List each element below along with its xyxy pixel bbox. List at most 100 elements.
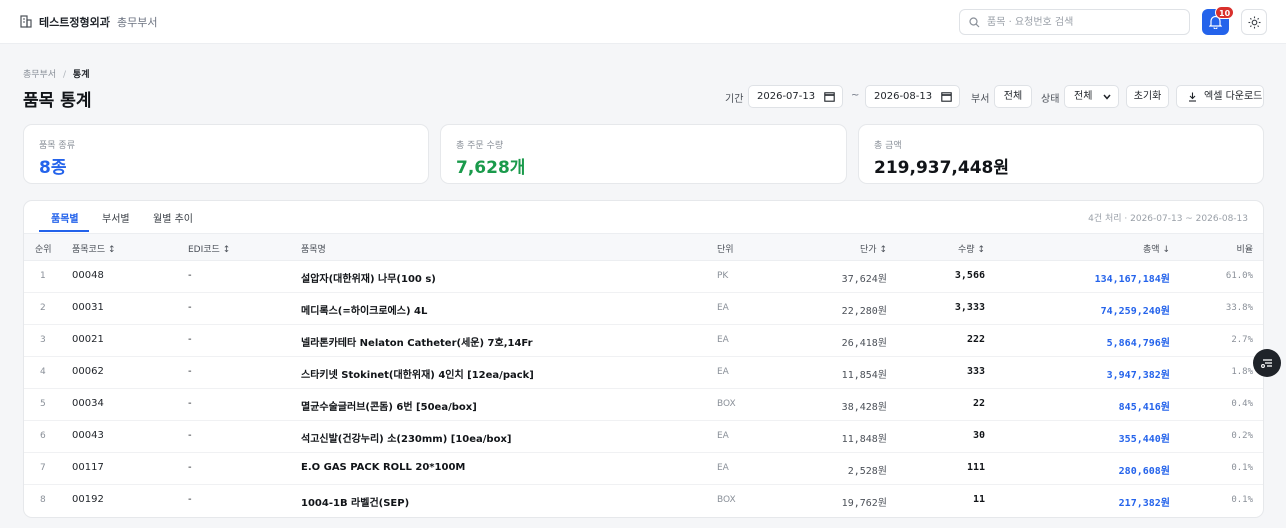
row-unit-price: 11,854원 [841,370,887,381]
row-quantity: 3,333 [954,302,985,313]
top-bar: 테스트정형외과 / 총무부서 10 [0,0,1286,44]
row-edi-code: - [188,430,192,441]
reset-button[interactable]: 초기화 [1126,85,1169,108]
row-edi-code: - [188,366,192,377]
start-date-input[interactable]: 2026-07-13 [748,85,843,108]
row-unit: EA [717,367,729,377]
row-ratio: 61.0% [1225,271,1253,281]
row-item-name: 스타키넷 Stokinet(대한위재) 4인치 [12ea/pack] [301,370,534,381]
row-item-code: 00117 [72,462,104,473]
stat-card-total-quantity: 총 주문 수량 7,628개 [440,124,847,184]
status-select-value: 전체 [1074,91,1093,102]
row-rank: 6 [40,431,46,441]
search-icon [969,17,980,28]
table-row[interactable]: 5 00034 - 멸균수술글러브(콘돔) 6번 [50ea/box] BOX … [24,389,1263,421]
row-unit: EA [717,335,729,345]
row-total: 134,167,184원 [1094,274,1170,285]
row-unit: BOX [717,495,736,505]
result-summary: 4건 처리 · 2026-07-13 ~ 2026-08-13 [1088,214,1248,224]
table-row[interactable]: 6 00043 - 석고신발(건강누리) 소(230mm) [10ea/box]… [24,421,1263,453]
row-rank: 4 [40,367,46,377]
row-total: 3,947,382원 [1106,370,1170,381]
dept-filter-button[interactable]: 전체 [994,85,1032,108]
row-edi-code: - [188,494,192,505]
row-quantity: 111 [966,462,985,473]
row-unit: EA [717,303,729,313]
active-tab-indicator [39,230,89,232]
column-edi-code[interactable]: EDI코드 ↕ [188,245,231,255]
row-quantity: 11 [972,494,985,505]
row-item-code: 00043 [72,430,104,441]
row-rank: 3 [40,335,46,345]
row-rank: 5 [40,399,46,409]
column-quantity[interactable]: 수량 ↕ [958,245,985,255]
row-item-code: 00021 [72,334,104,345]
row-unit-price: 2,528원 [847,466,887,477]
column-unit-price[interactable]: 단가 ↕ [860,245,887,255]
row-unit: EA [717,463,729,473]
status-select[interactable]: 전체 [1064,85,1119,108]
row-total: 74,259,240원 [1100,306,1170,317]
end-date-input[interactable]: 2026-08-13 [865,85,960,108]
column-item-code[interactable]: 품목코드 ↕ [72,245,116,255]
row-quantity: 22 [972,398,985,409]
floating-menu-button[interactable] [1253,349,1281,377]
search-input[interactable] [987,14,1182,31]
row-item-name: 넬라톤카테타 Nelaton Catheter(세운) 7호,14Fr [301,338,533,349]
search-box[interactable] [959,9,1190,35]
download-icon [1189,92,1196,102]
row-ratio: 33.8% [1225,303,1253,313]
excel-download-button[interactable]: 엑셀 다운로드 [1176,85,1264,108]
row-total: 280,608원 [1118,466,1170,477]
row-item-name: 설압자(대한위재) 나무(100 s) [301,274,436,285]
row-unit-price: 22,280원 [841,306,887,317]
row-ratio: 0.1% [1231,495,1253,505]
row-ratio: 2.7% [1231,335,1253,345]
row-item-code: 00062 [72,366,104,377]
table-row[interactable]: 7 00117 - E.O GAS PACK ROLL 20*100M EA 2… [24,453,1263,485]
table-row[interactable]: 4 00062 - 스타키넷 Stokinet(대한위재) 4인치 [12ea/… [24,357,1263,389]
row-item-name: 멸균수술글러브(콘돔) 6번 [50ea/box] [301,402,477,413]
row-item-name: 메디록스(=하이크로에스) 4L [301,306,428,317]
tab-by-department[interactable]: 부서별 [102,214,130,225]
table-row[interactable]: 1 00048 - 설압자(대한위재) 나무(100 s) PK 37,624원… [24,261,1263,293]
row-quantity: 3,566 [954,270,985,281]
theme-toggle-button[interactable] [1241,9,1267,35]
stat-label: 품목 종류 [39,141,75,151]
notification-badge: 10 [1215,6,1235,19]
row-item-code: 00048 [72,270,104,281]
row-unit: BOX [717,399,736,409]
tab-monthly-trend[interactable]: 월별 추이 [153,214,193,225]
department-name[interactable]: 총무부서 [117,16,158,29]
table-row[interactable]: 2 00031 - 메디록스(=하이크로에스) 4L EA 22,280원 3,… [24,293,1263,325]
row-unit: EA [717,431,729,441]
row-quantity: 30 [972,430,985,441]
row-quantity: 333 [966,366,985,377]
date-range-separator: ~ [851,90,860,101]
row-ratio: 0.4% [1231,399,1253,409]
row-rank: 1 [40,271,46,281]
row-item-code: 00031 [72,302,104,313]
tab-by-item[interactable]: 품목별 [51,214,79,225]
row-unit-price: 38,428원 [841,402,887,413]
table-row[interactable]: 3 00021 - 넬라톤카테타 Nelaton Catheter(세운) 7호… [24,325,1263,357]
row-total: 845,416원 [1118,402,1170,413]
excel-download-label: 엑셀 다운로드 [1204,91,1263,102]
breadcrumb-parent[interactable]: 총무부서 [23,70,57,80]
breadcrumb-separator: / [63,70,67,80]
breadcrumb-current: 통계 [72,70,90,80]
stat-card-item-types: 품목 종류 8종 [23,124,429,184]
row-quantity: 222 [966,334,985,345]
row-rank: 7 [40,463,46,473]
column-total[interactable]: 총액 ↓ [1143,245,1170,255]
hospital-name[interactable]: 테스트정형외과 [39,16,110,29]
row-edi-code: - [188,302,192,313]
row-rank: 2 [40,303,46,313]
start-date-value: 2026-07-13 [757,91,816,102]
row-unit-price: 11,848원 [841,434,887,445]
page-title: 품목 통계 [23,91,92,111]
table-header: 순위 품목코드 ↕ EDI코드 ↕ 품목명 단위 단가 ↕ 수량 ↕ 총액 ↓ … [24,233,1263,261]
table-row[interactable]: 8 00192 - 1004-1B 라벨건(SEP) BOX 19,762원 1… [24,485,1263,517]
row-edi-code: - [188,462,192,473]
row-rank: 8 [40,495,46,505]
